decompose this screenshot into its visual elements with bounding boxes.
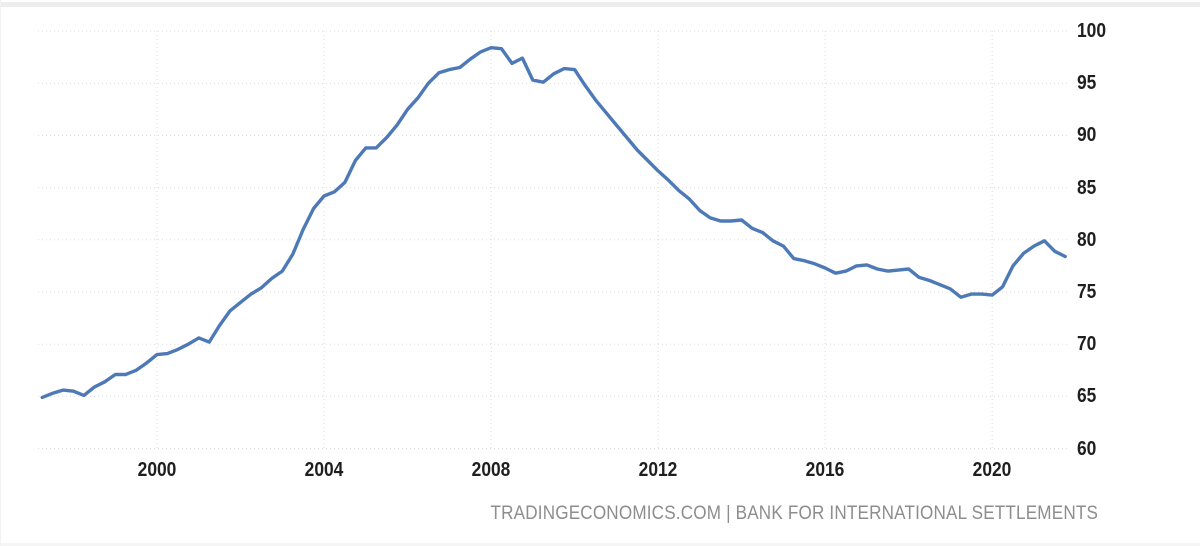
bottom-border-line	[1, 543, 1200, 546]
x-tick-label: 2008	[471, 459, 511, 481]
y-tick-label: 75	[1077, 281, 1097, 303]
y-tick-label: 90	[1077, 124, 1097, 147]
y-tick-label: 70	[1077, 333, 1097, 356]
y-tick-label: 85	[1077, 176, 1097, 199]
x-tick-label: 2020	[972, 459, 1012, 481]
y-tick-label: 60	[1077, 437, 1097, 460]
x-tick-label: 2016	[805, 459, 845, 481]
y-tick-label: 65	[1077, 385, 1097, 408]
x-tick-label: 2012	[638, 459, 678, 481]
chart-attribution: TRADINGECONOMICS.COM | BANK FOR INTERNAT…	[490, 503, 1098, 524]
x-tick-label: 2004	[304, 459, 344, 481]
y-tick-label: 95	[1077, 72, 1097, 95]
x-tick-label: 2000	[137, 459, 177, 481]
y-tick-label: 100	[1077, 20, 1107, 42]
y-tick-label: 80	[1077, 228, 1097, 251]
top-border-line	[1, 2, 1200, 7]
price-line[interactable]	[40, 46, 1067, 400]
